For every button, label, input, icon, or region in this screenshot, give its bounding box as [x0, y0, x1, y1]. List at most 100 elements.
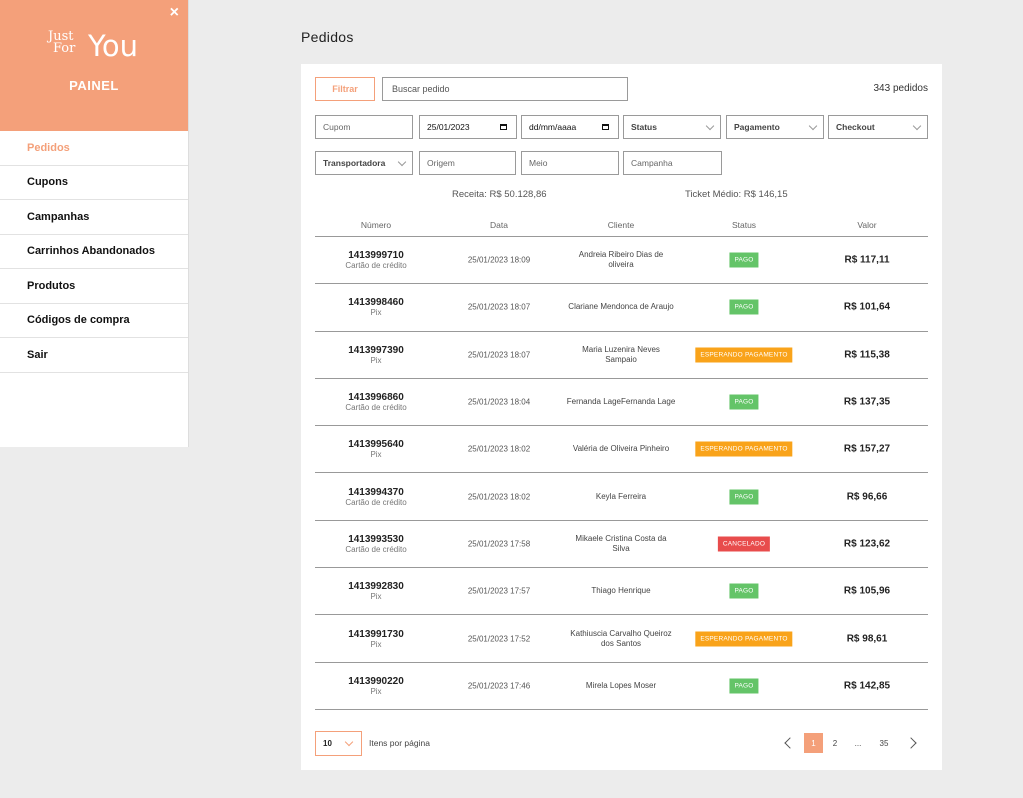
header-data: Data: [490, 220, 508, 230]
client-name: Keyla Ferreira: [595, 491, 647, 501]
order-value: R$ 101,64: [843, 301, 891, 313]
order-value: R$ 157,27: [843, 443, 891, 455]
campanha-field[interactable]: Campanha: [623, 151, 722, 175]
chevron-down-icon: [344, 737, 354, 747]
order-date: 25/01/2023 18:07: [467, 350, 531, 360]
per-page-select[interactable]: 10: [315, 731, 362, 756]
table-row[interactable]: 1413992830 Pix 25/01/2023 17:57 Thiago Henr…: [315, 568, 928, 616]
page-2[interactable]: 2: [832, 738, 838, 748]
table-row[interactable]: 1413997390 Pix 25/01/2023 18:07 Maria Luzen…: [315, 332, 928, 379]
sidebar-item-carrinhos-abandonados[interactable]: Carrinhos Abandonados: [0, 235, 188, 269]
status-badge: ESPERANDO PAGAMENTO: [695, 631, 793, 647]
order-number: 1413990220: [348, 675, 404, 687]
table-row[interactable]: 1413999710 Cartão de crédito 25/01/2023 18…: [315, 237, 928, 285]
sidebar-menu: Pedidos Cupons Campanhas Carrinhos Aband…: [0, 131, 188, 373]
payment-method: Pix: [370, 450, 382, 460]
header-numero: Número: [360, 220, 392, 230]
checkout-select-label: Checkout: [836, 122, 875, 132]
table-row[interactable]: 1413990220 Pix 25/01/2023 17:46 Mirela Lope…: [315, 663, 928, 710]
client-name: Fernanda LageFernanda Lage: [566, 397, 676, 407]
status-badge: PAGO: [729, 394, 759, 410]
table-row[interactable]: 1413993530 Cartão de crédito 25/01/2023 17…: [315, 521, 928, 569]
table-row[interactable]: 1413994370 Cartão de crédito 25/01/2023 18…: [315, 474, 928, 521]
order-value: R$ 96,66: [846, 491, 888, 503]
client-name: Valéria de Oliveira Pinheiro: [572, 444, 670, 454]
order-date: 25/01/2023 17:52: [467, 634, 531, 644]
panel-title: PAINEL: [69, 78, 119, 93]
cupom-field[interactable]: Cupom: [315, 115, 413, 139]
table-row[interactable]: 1413998460 Pix 25/01/2023 18:07 Clariane Me…: [315, 284, 928, 332]
transportadora-select-label: Transportadora: [323, 158, 386, 168]
page-1[interactable]: 1: [804, 733, 823, 753]
order-date: 25/01/2023 18:04: [467, 397, 531, 407]
date-from-field[interactable]: 25/01/2023: [419, 115, 517, 139]
date-from-value: 25/01/2023: [427, 122, 470, 132]
table-row[interactable]: 1413991730 Pix 25/01/2023 17:52 Kathiuscia …: [315, 615, 928, 663]
order-number-cell: 1413998460 Pix: [348, 297, 404, 317]
orders-panel: Filtrar 343 pedidos Cupom 25/01/2023 dd/…: [301, 64, 942, 770]
calendar-icon: [602, 124, 609, 130]
order-number-cell: 1413993530 Cartão de crédito: [345, 534, 406, 554]
order-number: 1413999710: [348, 250, 404, 262]
sidebar-item-codigos-de-compra[interactable]: Códigos de compra: [0, 304, 188, 338]
status-badge: ESPERANDO PAGAMENTO: [695, 441, 793, 457]
order-date: 25/01/2023 18:02: [467, 444, 531, 454]
order-number-cell: 1413996860 Cartão de crédito: [345, 392, 406, 412]
filter-button[interactable]: Filtrar: [315, 77, 375, 101]
table-row[interactable]: 1413996860 Cartão de crédito 25/01/2023 18…: [315, 379, 928, 427]
order-date: 25/01/2023 18:07: [467, 302, 531, 312]
header-valor: Valor: [857, 220, 877, 230]
table-row[interactable]: 1413995640 Pix 25/01/2023 18:02 Valéria de …: [315, 426, 928, 474]
order-number: 1413996860: [348, 392, 404, 404]
payment-method: Pix: [370, 355, 382, 365]
status-badge: ESPERANDO PAGAMENTO: [695, 347, 793, 363]
receita-summary: Receita: R$ 50.128,86: [452, 189, 547, 200]
status-badge: PAGO: [729, 678, 759, 694]
sidebar: × Just For You PAINEL Pedidos Cupons Cam…: [0, 0, 189, 447]
pagamento-select[interactable]: Pagamento: [726, 115, 824, 139]
close-icon[interactable]: ×: [169, 4, 179, 21]
sidebar-item-produtos[interactable]: Produtos: [0, 269, 188, 304]
transportadora-select[interactable]: Transportadora: [315, 151, 413, 175]
order-number-cell: 1413997390 Pix: [348, 345, 404, 365]
meio-field[interactable]: Meio: [521, 151, 619, 175]
search-input[interactable]: [382, 77, 628, 101]
order-date: 25/01/2023 17:58: [467, 539, 531, 549]
per-page-value: 10: [323, 739, 332, 748]
order-number: 1413995640: [348, 439, 404, 451]
order-number-cell: 1413990220 Pix: [348, 676, 404, 696]
payment-method: Cartão de crédito: [345, 261, 407, 271]
sidebar-item-campanhas[interactable]: Campanhas: [0, 200, 188, 235]
order-number-cell: 1413999710 Cartão de crédito: [345, 250, 406, 270]
client-name: Mirela Lopes Moser: [585, 680, 657, 690]
checkout-select[interactable]: Checkout: [828, 115, 928, 139]
status-badge: PAGO: [729, 299, 759, 315]
origem-field[interactable]: Origem: [419, 151, 516, 175]
order-number: 1413994370: [348, 486, 404, 498]
chevron-right-icon[interactable]: [905, 737, 917, 749]
payment-method: Pix: [370, 639, 382, 649]
payment-method: Cartão de crédito: [345, 403, 407, 413]
order-number-cell: 1413992830 Pix: [348, 581, 404, 601]
chevron-left-icon[interactable]: [784, 737, 796, 749]
order-value: R$ 105,96: [843, 585, 891, 597]
chevron-down-icon: [912, 121, 922, 131]
order-number-cell: 1413995640 Pix: [348, 439, 404, 459]
sidebar-item-cupons[interactable]: Cupons: [0, 166, 188, 200]
client-name: Kathiuscia Carvalho Queiroz dos Santos: [570, 628, 672, 648]
order-date: 25/01/2023 18:09: [467, 255, 531, 265]
order-value: R$ 123,62: [843, 538, 891, 550]
order-value: R$ 117,11: [844, 254, 890, 266]
sidebar-item-sair[interactable]: Sair: [0, 338, 188, 373]
status-badge: CANCELADO: [717, 536, 771, 552]
logo-you: You: [88, 29, 138, 63]
page-35[interactable]: 35: [879, 738, 889, 748]
status-select[interactable]: Status: [623, 115, 721, 139]
chevron-down-icon: [705, 121, 715, 131]
sidebar-item-pedidos[interactable]: Pedidos: [0, 131, 188, 166]
date-to-field[interactable]: dd/mm/aaaa: [521, 115, 619, 139]
pagamento-select-label: Pagamento: [734, 122, 780, 132]
logo: Just For You: [0, 27, 188, 67]
order-value: R$ 137,35: [843, 396, 891, 408]
chevron-down-icon: [808, 121, 818, 131]
